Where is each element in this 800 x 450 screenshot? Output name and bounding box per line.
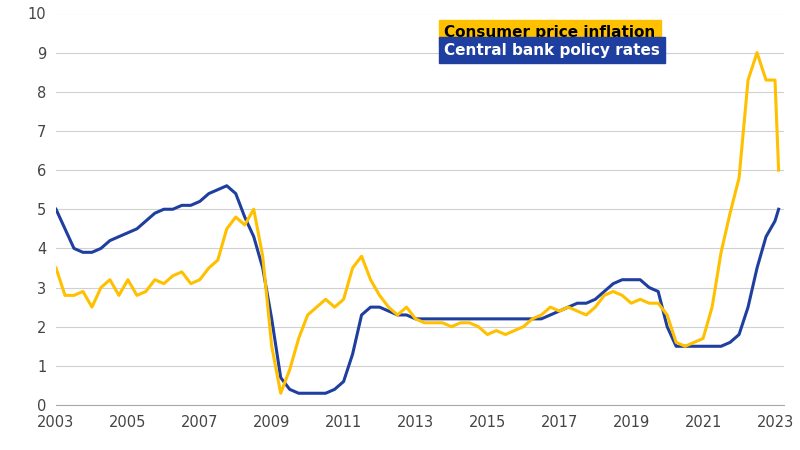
Legend: Consumer price inflation, Central bank policy rates: Consumer price inflation, Central bank p… — [444, 25, 660, 58]
